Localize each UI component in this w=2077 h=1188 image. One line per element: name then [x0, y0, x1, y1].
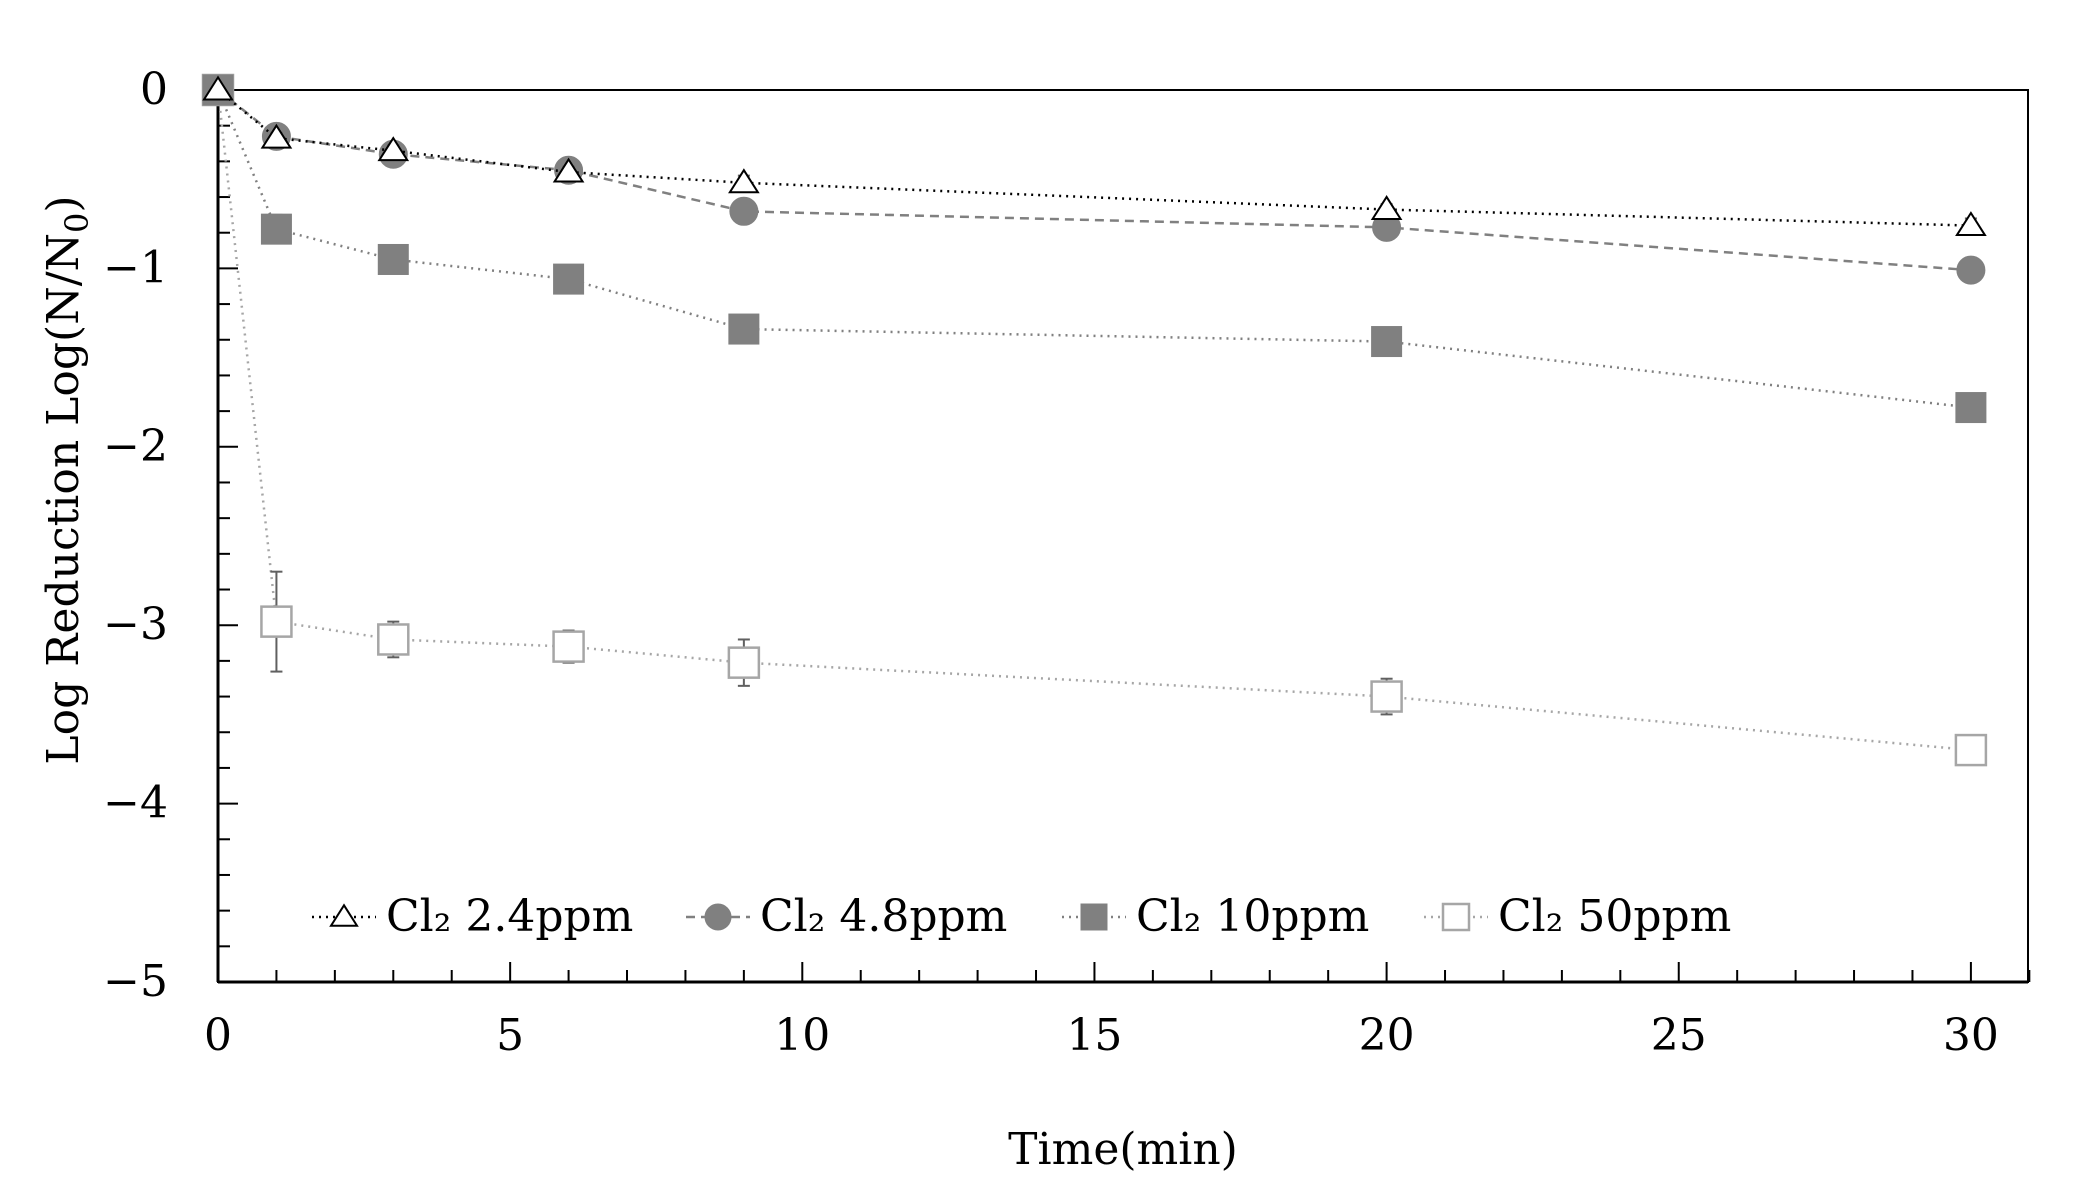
plot-area — [216, 89, 2029, 984]
y-axis-title-suffix: ) — [38, 195, 89, 212]
data-point — [729, 196, 759, 226]
data-point — [377, 136, 410, 162]
data-point — [728, 313, 760, 345]
legend-marker — [704, 903, 732, 931]
x-tick-label: 15 — [1066, 1010, 1122, 1061]
y-tick-label: −1 — [103, 242, 168, 293]
legend-label: Cl₂ 4.8ppm — [760, 891, 1007, 942]
series-1 — [202, 75, 1987, 237]
x-tick-label: 25 — [1651, 1010, 1707, 1061]
data-point — [202, 75, 234, 101]
legend-marker — [329, 903, 359, 927]
legend-marker — [1441, 902, 1471, 932]
y-tick-label: −4 — [103, 778, 168, 829]
x-tick-label: 0 — [204, 1010, 232, 1061]
series-line — [217, 89, 1971, 272]
legend: Cl₂ 2.4ppm Cl₂ 4.8ppm Cl₂ 10ppm Cl₂ 50ppm — [312, 891, 1731, 942]
legend-label: Cl₂ 50ppm — [1498, 891, 1731, 942]
x-tick-label: 5 — [496, 1010, 524, 1061]
y-axis-title-main: Log Reduction Log(N/N — [38, 233, 89, 765]
data-point — [1955, 392, 1987, 424]
series-2 — [203, 75, 1986, 285]
data-point — [1955, 211, 1987, 237]
series-line — [216, 89, 1972, 409]
data-point — [1954, 733, 1988, 767]
legend-marker — [1080, 903, 1108, 931]
legend-entry: Cl₂ 2.4ppm — [312, 891, 633, 942]
x-tick-label: 30 — [1943, 1010, 1999, 1061]
x-tick-label: 10 — [774, 1010, 830, 1061]
data-point — [1370, 680, 1403, 713]
data-point — [377, 623, 410, 656]
legend-entry: Cl₂ 10ppm — [1062, 891, 1369, 942]
series-3 — [202, 74, 1987, 424]
data-point — [1956, 255, 1986, 285]
y-tick-label: 0 — [140, 64, 168, 115]
series-4 — [201, 73, 1988, 767]
data-point — [727, 646, 761, 679]
y-axis-title-subscript: 0 — [58, 213, 96, 233]
data-point — [728, 168, 760, 194]
y-axis-title: Log Reduction Log(N/N0) — [38, 195, 96, 764]
series-layer — [201, 73, 1988, 767]
data-point — [552, 157, 585, 183]
legend-entry: Cl₂ 50ppm — [1424, 891, 1731, 942]
data-point — [260, 213, 292, 245]
data-point — [260, 123, 293, 149]
axis-ticks: 0 5 10 15 20 25 30 0 −1 −2 −3 −4 −5 — [103, 64, 2031, 1061]
series-line — [216, 89, 1972, 752]
x-axis-title: Time(min) — [1008, 1124, 1238, 1175]
legend-entry: Cl₂ 4.8ppm — [686, 891, 1007, 942]
y-tick-label: −2 — [103, 421, 168, 472]
data-point — [553, 263, 585, 295]
plot-border — [217, 89, 2029, 983]
series-line — [217, 89, 1971, 227]
x-tick-label: 20 — [1359, 1010, 1415, 1061]
legend-label: Cl₂ 10ppm — [1136, 891, 1369, 942]
y-tick-label: −5 — [103, 956, 168, 1007]
data-point — [1371, 326, 1403, 358]
legend-label: Cl₂ 2.4ppm — [386, 891, 633, 942]
data-point — [552, 630, 585, 663]
data-point — [377, 243, 409, 275]
data-point — [260, 605, 293, 638]
y-tick-label: −3 — [103, 599, 168, 650]
data-point — [1370, 195, 1403, 220]
